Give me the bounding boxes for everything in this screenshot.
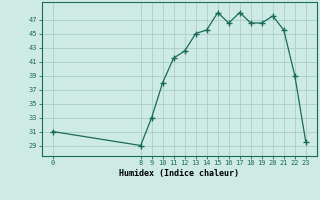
X-axis label: Humidex (Indice chaleur): Humidex (Indice chaleur) bbox=[119, 169, 239, 178]
